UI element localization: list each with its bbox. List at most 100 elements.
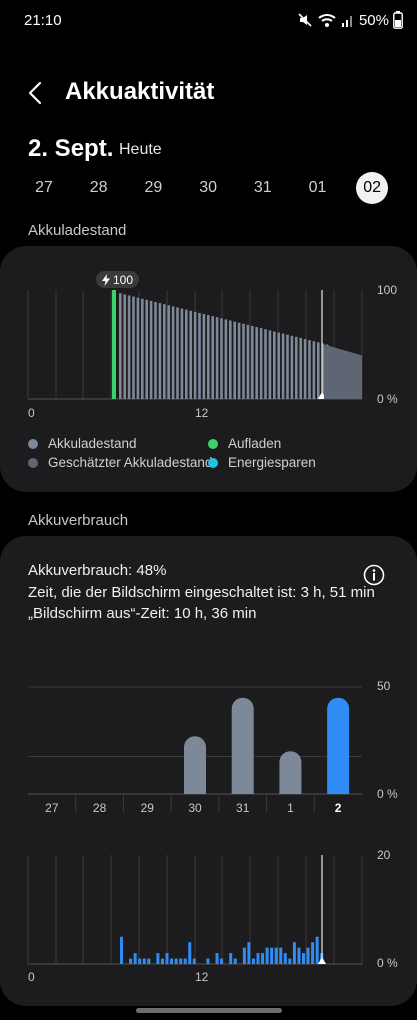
screen-on-time: Zeit, die der Bildschirm eingeschaltet i… (28, 584, 375, 601)
level-bar (303, 339, 307, 399)
charge-badge-value: 100 (113, 272, 134, 287)
hourly-bar (247, 942, 251, 964)
level-bar (119, 293, 122, 399)
hourly-bar (283, 953, 287, 964)
level-bar (277, 332, 280, 399)
battery-level-chart (27, 290, 363, 400)
hourly-bar (142, 958, 146, 964)
level-bar (171, 306, 175, 399)
day-31[interactable]: 31 (253, 179, 272, 196)
level-bar (259, 328, 263, 399)
info-icon[interactable] (363, 564, 385, 586)
hourly-bar (302, 953, 305, 964)
legend-label: Geschätzter Akkuladestand (48, 455, 213, 470)
hourly-x-12: 12 (195, 970, 209, 984)
level-bar (308, 340, 311, 399)
level-bar (273, 331, 276, 399)
legend-label: Aufladen (228, 436, 282, 451)
level-bar (154, 301, 157, 399)
level-bar (189, 310, 192, 399)
status-time: 21:10 (24, 12, 62, 29)
level-bar (220, 318, 223, 399)
level-x-0: 0 (28, 406, 35, 420)
level-bar (185, 309, 188, 399)
day-29[interactable]: 29 (144, 179, 163, 196)
legend-item: Aufladen (208, 436, 281, 451)
battery-percent: 50% (358, 11, 389, 29)
hourly-y-top: 20 (377, 848, 391, 862)
level-bar (237, 322, 241, 399)
hourly-bar (251, 958, 255, 964)
level-bar (193, 311, 197, 399)
level-bar (163, 304, 166, 399)
level-bar (202, 313, 206, 399)
home-indicator[interactable] (136, 1008, 282, 1013)
hourly-bar (242, 947, 246, 964)
hourly-bar (120, 936, 123, 964)
daily-bar (327, 697, 350, 794)
daily-bar (231, 697, 254, 794)
legend-item: Geschätzter Akkuladestand (28, 455, 212, 470)
level-bar (180, 308, 184, 399)
level-bar (127, 295, 131, 399)
day-27[interactable]: 27 (35, 179, 53, 196)
legend-label: Akkuladestand (48, 436, 137, 451)
hourly-bar (265, 947, 269, 964)
day-01[interactable]: 01 (308, 179, 327, 196)
day-selector: 27 28 29 30 31 01 02 (20, 172, 400, 204)
level-y-top: 100 (377, 283, 398, 297)
lightning-icon (102, 273, 110, 286)
legend-dot (208, 438, 218, 449)
level-bar (229, 320, 232, 399)
hourly-bar (261, 953, 265, 964)
level-bar (149, 300, 153, 399)
hourly-bar (160, 958, 164, 964)
hourly-bar (165, 953, 169, 964)
legend-dot (208, 457, 218, 468)
legend-item: Energiesparen (208, 455, 316, 470)
level-bar (233, 321, 236, 399)
hourly-bar (174, 958, 178, 964)
level-bar (167, 305, 170, 399)
hourly-bar (156, 953, 160, 964)
daily-x-label: 27 (45, 801, 59, 815)
level-bar (317, 342, 320, 399)
level-bar (211, 316, 214, 399)
hourly-bar (256, 953, 260, 964)
level-bar (198, 312, 201, 399)
screen-off-time: „Bildschirm aus“-Zeit: 10 h, 36 min (28, 605, 257, 622)
current-time-marker (318, 957, 326, 964)
usage-total: Akkuverbrauch: 48% (28, 562, 167, 579)
estimated-area (324, 344, 362, 399)
hourly-bar (188, 942, 192, 964)
legend-dot (28, 457, 38, 468)
level-section-title: Akkuladestand (28, 222, 127, 239)
day-30[interactable]: 30 (199, 179, 217, 196)
hourly-bar (279, 947, 283, 964)
hourly-bar (206, 958, 210, 964)
level-bar (264, 329, 267, 399)
day-28[interactable]: 28 (89, 179, 108, 196)
level-bar (251, 325, 254, 399)
hourly-bar (138, 958, 142, 964)
charge-bar (112, 290, 116, 399)
back-arrow-icon[interactable] (24, 78, 48, 108)
charge-badge: 100 (96, 271, 140, 288)
level-bar (255, 327, 258, 399)
mute-icon (298, 13, 312, 27)
level-bar (145, 299, 148, 399)
level-bar (281, 333, 285, 399)
hourly-bar (288, 958, 292, 964)
level-bar (224, 319, 228, 399)
hourly-bar (311, 942, 315, 964)
wifi-icon (318, 14, 336, 27)
signal-icon (341, 16, 352, 27)
hourly-bar (229, 953, 233, 964)
legend-item: Akkuladestand (28, 436, 137, 451)
daily-x-label: 31 (236, 801, 250, 815)
hourly-bar (315, 936, 319, 964)
daily-x-label: 2 (335, 801, 342, 815)
level-bar (215, 317, 219, 399)
day-02[interactable]: 02 (356, 172, 389, 204)
legend-label: Energiesparen (228, 455, 316, 470)
